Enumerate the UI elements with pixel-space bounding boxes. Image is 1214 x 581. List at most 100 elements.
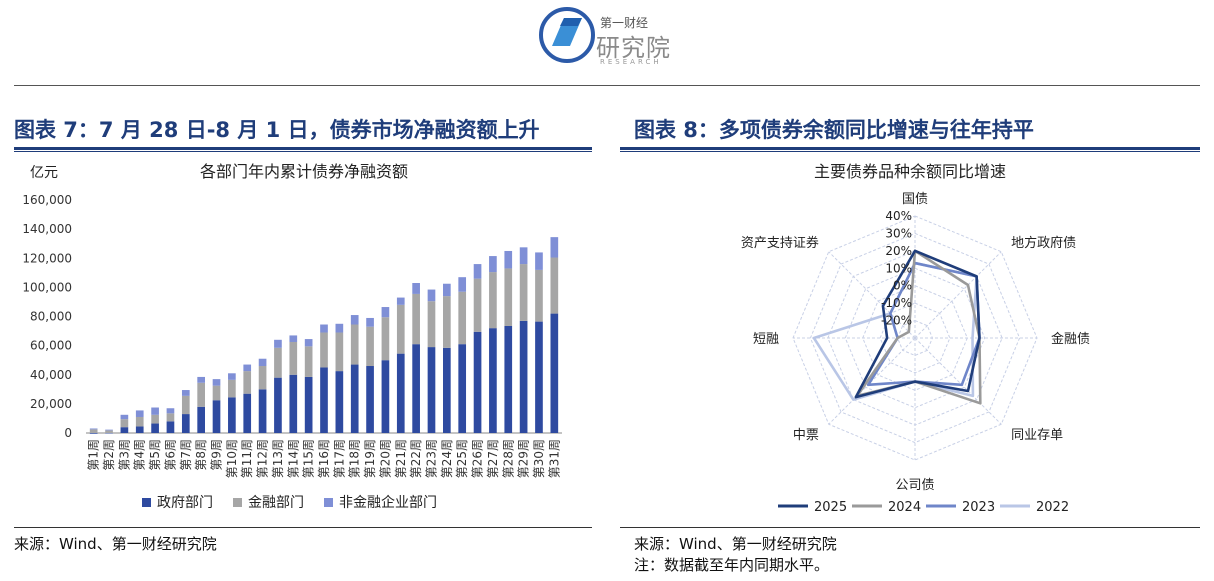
- x-tick-label: 第28周: [501, 439, 515, 478]
- bar-segment-1: [212, 400, 221, 433]
- radar-axis-label: 同业存单: [1011, 428, 1063, 443]
- x-tick-label: 第13周: [271, 439, 285, 478]
- bar-segment-1: [381, 360, 390, 433]
- x-tick-label: 第21周: [394, 439, 408, 478]
- bar-segment-2: [212, 385, 221, 401]
- x-tick-label: 第3周: [117, 439, 131, 471]
- bar-segment-2: [105, 430, 113, 433]
- radar-chart-title: 主要债券品种余额同比增速: [814, 162, 1006, 181]
- radar-spoke: [914, 337, 1002, 425]
- x-tick-label: 第2周: [102, 439, 116, 471]
- bar-segment-2: [258, 366, 267, 390]
- bar-segment-2: [473, 278, 482, 332]
- bar-segment-2: [89, 429, 98, 433]
- bar-segment-2: [120, 419, 129, 428]
- x-tick-label: 第19周: [363, 439, 377, 478]
- bar-segment-1: [89, 433, 98, 434]
- x-tick-label: 第11周: [240, 439, 254, 478]
- y-tick-label: 140,000: [22, 222, 72, 236]
- bar-segment-3: [489, 256, 497, 273]
- bar-segment-3: [535, 252, 543, 270]
- radar-grid-ring: [809, 232, 1021, 444]
- bar-segment-2: [166, 413, 175, 422]
- bar-segment-1: [274, 377, 282, 433]
- x-tick-label: 第7周: [179, 439, 193, 471]
- bar-segment-3: [396, 297, 405, 305]
- radar-tick-label: 10%: [885, 261, 912, 275]
- radar-tick-label: -20%: [881, 314, 912, 328]
- y-tick-label: 20,000: [30, 397, 72, 411]
- x-tick-label: 第26周: [471, 439, 485, 478]
- radar-axis-label: 资产支持证券: [741, 235, 819, 251]
- logo-mark-icon: [539, 7, 595, 63]
- bar-segment-2: [135, 416, 144, 427]
- bar-segment-3: [550, 237, 559, 258]
- bar-segment-3: [166, 408, 175, 414]
- x-tick-label: 第6周: [163, 439, 177, 471]
- bar-segment-3: [120, 414, 129, 420]
- bar-segment-2: [504, 268, 513, 326]
- y-tick-label: 80,000: [30, 310, 72, 324]
- radar-tick-label: 30%: [885, 226, 912, 240]
- bar-segment-3: [197, 376, 205, 383]
- x-tick-label: 第5周: [148, 439, 162, 471]
- radar-series-2025: [854, 249, 981, 399]
- bar-segment-1: [304, 376, 313, 433]
- bar-segment-3: [274, 339, 282, 348]
- bar-segment-1: [135, 426, 144, 433]
- logo-small-text: 第一财经: [600, 16, 649, 30]
- bar-segment-1: [335, 371, 344, 433]
- radar-tick-label: -10%: [881, 296, 912, 310]
- x-tick-label: 第12周: [256, 439, 270, 478]
- bar-segment-3: [228, 373, 236, 380]
- y-tick-label: 100,000: [22, 280, 72, 294]
- logo-sub-text: RESEARCH: [600, 58, 662, 66]
- bar-segment-2: [489, 272, 497, 329]
- radar-axis-label: 金融债: [1051, 331, 1090, 347]
- radar-spoke: [914, 251, 1002, 339]
- bar-segment-1: [366, 366, 374, 433]
- x-tick-label: 第14周: [286, 439, 300, 478]
- x-tick-label: 第16周: [317, 439, 331, 478]
- radar-axis-label: 短融: [753, 332, 779, 347]
- bar-segment-3: [473, 264, 482, 279]
- radar-grid-ring: [879, 302, 951, 374]
- x-tick-label: 第1周: [87, 439, 101, 471]
- bar-segment-2: [535, 269, 543, 322]
- y-tick-label: 60,000: [30, 339, 72, 353]
- bar-segment-1: [473, 331, 482, 433]
- bar-segment-3: [381, 307, 390, 318]
- x-tick-label: 第17周: [332, 439, 346, 478]
- y-tick-label: 0: [64, 426, 72, 440]
- bar-segment-1: [181, 414, 190, 433]
- bar-segment-3: [105, 429, 113, 431]
- bar-segment-2: [320, 332, 328, 368]
- radar-tick-label: 0%: [893, 279, 912, 293]
- x-tick-label: 第27周: [486, 439, 500, 478]
- left-panel-title: 图表 7：7 月 28 日-8 月 1 日，债券市场净融资额上升: [14, 118, 540, 142]
- bar-segment-3: [135, 410, 144, 417]
- legend-swatch-3: [324, 498, 333, 507]
- bar-segment-1: [535, 321, 543, 433]
- radar-axis-label: 中票: [793, 428, 819, 443]
- radar-chart: 主要债券品种余额同比增速 -20% -10% 0% 10% 20% 30% 40% 国债地方政府…: [741, 162, 1090, 515]
- header-divider: [14, 85, 1200, 86]
- bar-segment-2: [396, 304, 405, 354]
- x-tick-label: 第4周: [133, 439, 147, 471]
- bar-segment-2: [427, 301, 436, 348]
- bar-segment-3: [89, 428, 98, 430]
- x-tick-label: 第23周: [424, 439, 438, 478]
- y-tick-label: 40,000: [30, 368, 72, 382]
- bar-segment-2: [381, 317, 390, 361]
- legend-label-3: 非金融企业部门: [339, 494, 437, 511]
- legend-swatch-1: [142, 498, 151, 507]
- stacked-bar-chart: 各部门年内累计债券净融资额 亿元 0 20,000 40,000 60,000 80,000…: [22, 162, 562, 511]
- y-tick-label: 160,000: [22, 193, 72, 207]
- bar-segment-1: [120, 427, 129, 433]
- bar-segment-2: [350, 324, 359, 365]
- x-tick-label: 第15周: [302, 439, 316, 478]
- x-tick-label: 第25周: [455, 439, 469, 478]
- bar-segment-3: [320, 324, 328, 333]
- x-tick-label: 第8周: [194, 439, 208, 471]
- bar-segment-1: [320, 367, 328, 433]
